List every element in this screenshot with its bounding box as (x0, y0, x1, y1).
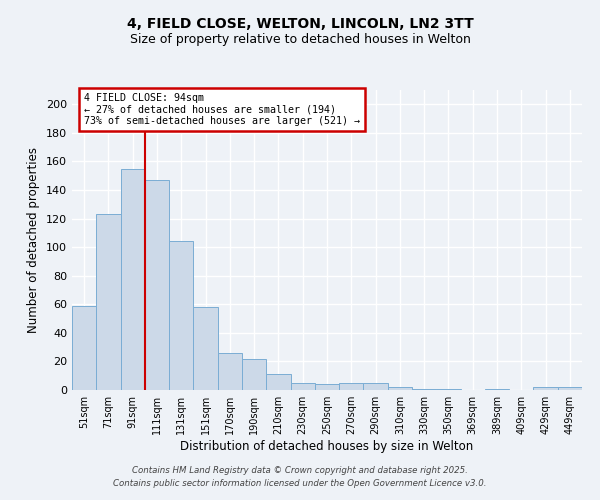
Bar (96, 214, 121, 390)
Bar (266, 374, 290, 390)
X-axis label: Distribution of detached houses by size in Welton: Distribution of detached houses by size … (181, 440, 473, 453)
Bar (412, 388, 436, 390)
Bar (388, 387, 412, 390)
Bar (169, 242, 193, 390)
Bar (145, 180, 169, 390)
Bar (315, 384, 339, 390)
Bar (364, 383, 388, 390)
Text: 4, FIELD CLOSE, WELTON, LINCOLN, LN2 3TT: 4, FIELD CLOSE, WELTON, LINCOLN, LN2 3TT (127, 18, 473, 32)
Bar (558, 387, 582, 390)
Text: 4 FIELD CLOSE: 94sqm
← 27% of detached houses are smaller (194)
73% of semi-deta: 4 FIELD CLOSE: 94sqm ← 27% of detached h… (84, 93, 360, 126)
Bar (121, 168, 145, 390)
Bar (290, 383, 315, 390)
Bar (485, 388, 509, 390)
Bar (218, 353, 242, 390)
Text: Size of property relative to detached houses in Welton: Size of property relative to detached ho… (130, 32, 470, 46)
Y-axis label: Number of detached properties: Number of detached properties (28, 147, 40, 333)
Bar (193, 307, 218, 390)
Bar (533, 387, 558, 390)
Text: Contains HM Land Registry data © Crown copyright and database right 2025.
Contai: Contains HM Land Registry data © Crown c… (113, 466, 487, 487)
Bar (242, 358, 266, 390)
Bar (339, 383, 364, 390)
Bar (72, 306, 96, 390)
Bar (436, 388, 461, 390)
